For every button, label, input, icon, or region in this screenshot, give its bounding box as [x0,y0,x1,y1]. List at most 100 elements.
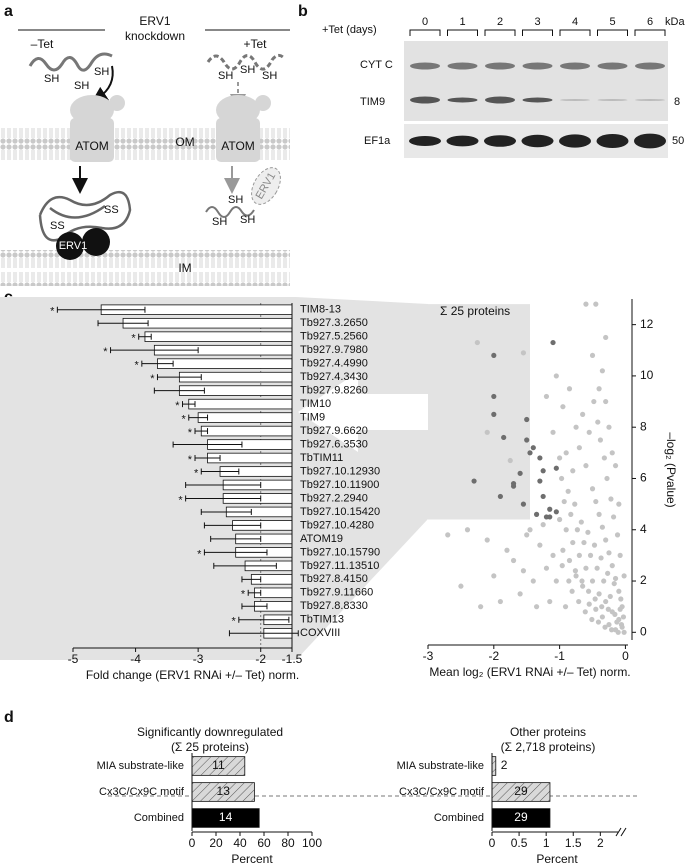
point [478,604,484,610]
point [603,398,609,405]
x-tick-label: 0 [489,836,496,850]
x-tick-label: 2 [597,836,604,850]
point [524,416,530,423]
lane-bracket [447,29,478,36]
point [583,463,589,469]
erv1 [82,228,110,256]
band [484,135,516,147]
inner-membrane [0,250,290,286]
substrate-chain [28,52,113,72]
point [471,478,477,484]
count-label: 11 [212,758,225,772]
point [533,604,540,610]
category-label: Tb927.8.4150 [300,573,368,585]
blot-membrane [404,41,668,121]
point [589,616,595,623]
y-tick-label: 6 [640,471,647,485]
point [543,393,550,400]
point [491,573,497,579]
point [524,532,530,538]
point [606,424,612,430]
point [605,570,611,576]
point [520,501,527,507]
x-tick-label: -3 [193,652,204,666]
significance: * [50,306,55,318]
y-tick-label: 2 [640,573,647,587]
category-label: TbTIM11 [300,452,343,464]
point [580,411,586,417]
point [566,557,573,564]
point [616,588,622,594]
point [604,475,610,482]
point [591,542,598,548]
point [574,527,580,533]
point [537,542,543,548]
category-label: Tb927.10.4280 [300,519,374,531]
complex-label: ATOM [75,139,109,153]
point [569,588,575,594]
x-tick-label: 40 [233,836,247,850]
point [527,527,533,533]
significance: * [194,467,199,479]
significance: * [181,413,186,425]
point [601,578,607,584]
significance: * [188,427,193,439]
point [562,604,569,610]
point [596,386,602,392]
category-label: Tb927.11.13510 [300,560,379,572]
band [635,99,665,101]
x-tick-label: 100 [302,836,322,850]
point [540,522,546,528]
band [410,62,440,70]
point [474,339,480,346]
thiol-label: SH [262,70,277,82]
protein-label: EF1a [364,135,391,147]
point [593,498,599,505]
y-tick-label: 4 [640,522,647,536]
point [572,501,578,507]
point [585,588,592,594]
folded-substrate [38,190,132,242]
point [484,429,490,435]
time-label: +Tet (days) [322,24,377,36]
category-label: MIA substrate-like [397,760,484,772]
day-label: 2 [497,16,503,28]
thiol-label: SH [218,70,233,82]
band [521,134,554,148]
membrane-label: IM [178,261,191,275]
point [591,398,597,405]
category-label: Tb927.6.3530 [300,438,368,450]
category-label: Tb927.10.11900 [300,479,379,491]
point [578,519,584,525]
point [593,301,599,307]
point [579,578,585,584]
disulfide-label: SS [104,204,119,216]
day-label: 4 [572,16,578,28]
chart-title: Other proteins [510,725,586,739]
point [543,565,550,571]
category-label: Tb927.10.15420 [300,506,380,518]
point [540,493,546,500]
lane-bracket [559,29,591,36]
point [520,350,527,356]
point [618,596,624,602]
point [589,352,596,359]
count-label: 13 [217,784,231,798]
arrow [91,65,114,103]
point [599,614,605,620]
axis-break [620,827,627,837]
point [553,509,559,515]
point [537,478,543,484]
band [597,99,628,101]
marker-label: 8 [674,96,680,108]
x-tick-label: 0.5 [511,836,528,850]
y-tick-label: 0 [640,624,647,638]
point [561,498,567,505]
point [615,629,621,635]
thiol-label: SH [94,66,109,78]
significance: * [197,548,202,560]
y-tick-label: 12 [640,317,654,331]
panel-label: d [4,709,14,726]
point [517,470,523,476]
point [550,339,556,346]
